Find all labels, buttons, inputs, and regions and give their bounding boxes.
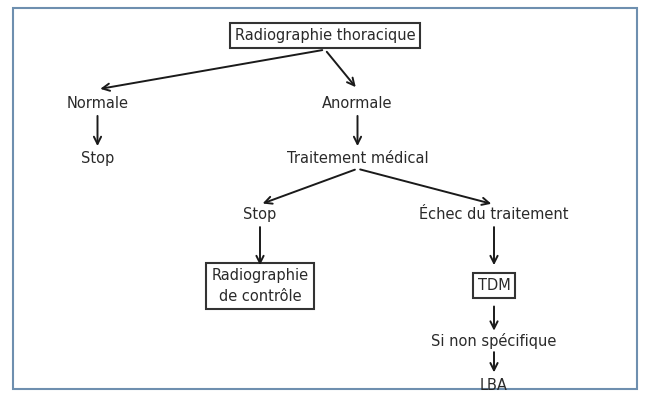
Text: Échec du traitement: Échec du traitement — [419, 207, 569, 222]
Text: Anormale: Anormale — [322, 96, 393, 111]
Text: Radiographie thoracique: Radiographie thoracique — [235, 28, 415, 43]
Text: Stop: Stop — [243, 207, 277, 222]
Text: Traitement médical: Traitement médical — [287, 151, 428, 166]
Text: LBA: LBA — [480, 378, 508, 393]
Text: Radiographie
de contrôle: Radiographie de contrôle — [211, 268, 309, 304]
Text: Normale: Normale — [66, 96, 129, 111]
Text: Stop: Stop — [81, 151, 114, 166]
Text: Si non spécifique: Si non spécifique — [432, 333, 556, 349]
Text: TDM: TDM — [478, 278, 510, 293]
